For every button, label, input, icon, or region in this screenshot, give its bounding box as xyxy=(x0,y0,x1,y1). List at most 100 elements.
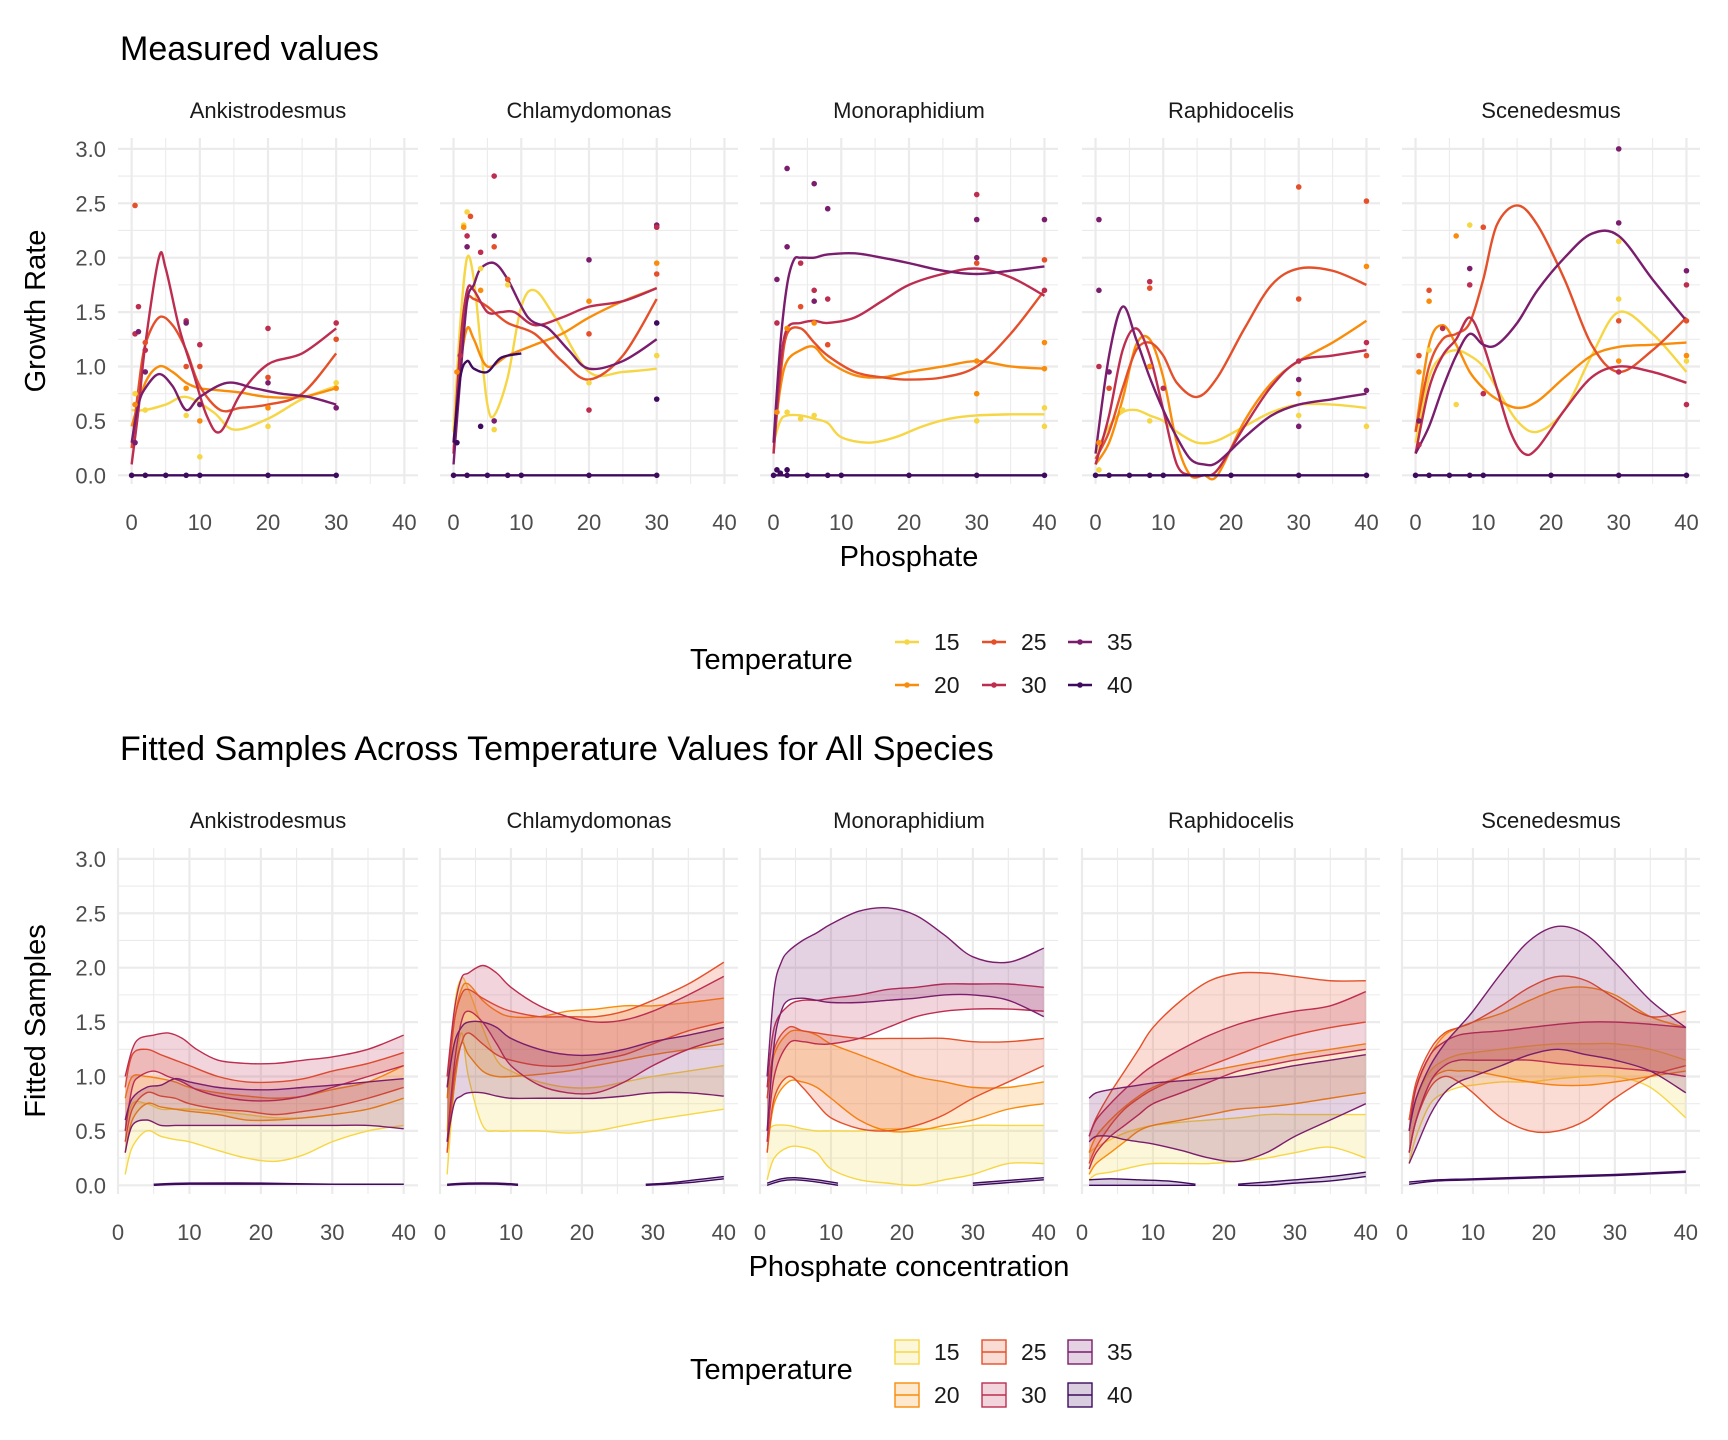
data-point-40 xyxy=(1126,472,1133,479)
y-tick-label: 0.5 xyxy=(75,1119,106,1144)
facet-label: Raphidocelis xyxy=(1168,98,1294,123)
band-lower-line-40 xyxy=(153,1183,404,1186)
legend-key-25: 25 xyxy=(982,629,1047,655)
data-point-25 xyxy=(1295,184,1302,190)
band-area-25 xyxy=(1409,976,1686,1153)
data-point-30 xyxy=(1096,363,1102,370)
x-tick-label: 40 xyxy=(712,1220,736,1245)
data-point-30 xyxy=(491,173,497,179)
data-point-40 xyxy=(142,472,149,479)
band-area-30 xyxy=(447,965,724,1142)
x-tick-label: 20 xyxy=(570,1220,594,1245)
data-point-15 xyxy=(653,352,660,359)
data-point-30 xyxy=(824,296,831,302)
y-axis-title: Fitted Samples xyxy=(20,924,52,1117)
data-point-20 xyxy=(454,369,460,375)
x-tick-label: 20 xyxy=(1212,1220,1236,1245)
data-point-35 xyxy=(1096,216,1102,223)
x-tick-label: 30 xyxy=(320,1220,344,1245)
legend-key-40: 40 xyxy=(1067,1382,1133,1408)
x-tick-label: 30 xyxy=(964,510,988,535)
band-upper-line-40 xyxy=(1409,1170,1686,1183)
data-point-35 xyxy=(811,180,817,187)
data-point-20 xyxy=(1295,390,1302,397)
data-point-35 xyxy=(1295,423,1302,430)
band-area-20 xyxy=(1409,986,1686,1153)
legend-key-30: 30 xyxy=(981,1382,1047,1408)
data-point-35 xyxy=(1106,369,1112,375)
legend-label: 20 xyxy=(934,1382,960,1408)
x-tick-label: 40 xyxy=(392,510,416,535)
data-point-40 xyxy=(197,472,203,479)
data-point-30 xyxy=(1363,339,1370,346)
data-point-15 xyxy=(973,418,980,424)
data-point-40 xyxy=(464,472,470,479)
facet-panel: Scenedesmus 0 10 20 30 40 xyxy=(1402,98,1700,535)
band-upper-line-35 xyxy=(1088,1054,1366,1099)
fit-curve-35 xyxy=(772,251,1045,443)
data-point-20 xyxy=(1426,298,1432,305)
data-point-30 xyxy=(1615,369,1622,375)
data-point-40 xyxy=(504,472,511,479)
x-tick-label: 0 xyxy=(126,510,138,535)
band-area-25 xyxy=(125,1049,404,1142)
data-point-25 xyxy=(797,303,804,310)
x-tick-label: 0 xyxy=(447,510,459,535)
data-point-40 xyxy=(973,472,980,479)
band-lower-line-30 xyxy=(124,1064,404,1132)
band-area-15 xyxy=(125,1098,404,1175)
data-point-30 xyxy=(1295,358,1302,364)
data-point-25 xyxy=(1683,317,1690,324)
x-tick-label: 20 xyxy=(1539,510,1563,535)
data-point-30 xyxy=(811,287,817,294)
band-area-20 xyxy=(125,1065,404,1153)
x-tick-label: 40 xyxy=(1354,510,1378,535)
data-point-15 xyxy=(586,380,592,386)
x-tick-label: 10 xyxy=(1461,1220,1485,1245)
x-tick-label: 10 xyxy=(1471,510,1495,535)
data-point-20 xyxy=(1363,263,1370,270)
data-point-40 xyxy=(518,472,525,479)
facet-panel: Monoraphidium 0 10 20 30 40 xyxy=(760,98,1058,535)
y-axis-title: Growth Rate xyxy=(20,230,52,393)
legend-point-swatch xyxy=(991,639,997,645)
data-point-25 xyxy=(586,331,592,337)
data-point-15 xyxy=(797,415,804,422)
band-upper-line-35 xyxy=(766,906,1045,1077)
band-upper-line-40 xyxy=(972,1176,1044,1184)
y-tick-label: 2.0 xyxy=(75,956,106,981)
fit-curve-30 xyxy=(1414,316,1687,457)
legend-point-swatch xyxy=(904,682,910,688)
y-tick-label: 0.0 xyxy=(75,463,106,488)
data-point-15 xyxy=(1615,296,1622,302)
legend-point-swatch xyxy=(1077,682,1083,688)
x-tick-label: 10 xyxy=(188,510,212,535)
data-point-40 xyxy=(1548,472,1554,479)
band-upper-line-40 xyxy=(645,1175,724,1185)
facet-label: Scenedesmus xyxy=(1481,98,1620,123)
data-point-20 xyxy=(132,401,138,408)
data-point-35 xyxy=(586,257,592,263)
x-tick-label: 30 xyxy=(641,1220,665,1245)
data-point-15 xyxy=(183,412,189,419)
legend-key-20: 20 xyxy=(895,672,960,698)
band-lower-line-20 xyxy=(124,1097,404,1153)
data-point-15 xyxy=(1453,401,1459,408)
band-upper-line-25 xyxy=(446,961,725,1088)
x-tick-label: 30 xyxy=(1286,510,1310,535)
legend-point-swatch xyxy=(904,639,910,645)
data-point-40 xyxy=(484,472,491,479)
measured-values-chart: Measured values Ankistrodesmus 0 10 20 30 40 0.… xyxy=(20,30,1700,698)
data-point-35 xyxy=(491,233,497,239)
data-point-30 xyxy=(653,224,660,231)
data-point-35 xyxy=(1096,287,1102,294)
data-point-40 xyxy=(1160,472,1167,479)
data-point-25 xyxy=(653,271,660,277)
band-upper-line-20 xyxy=(766,1029,1044,1099)
data-point-20 xyxy=(973,390,980,397)
band-upper-line-35 xyxy=(446,1020,724,1088)
x-tick-label: 30 xyxy=(324,510,348,535)
x-tick-label: 20 xyxy=(897,510,921,535)
data-point-25 xyxy=(491,244,497,250)
data-point-40 xyxy=(777,470,784,476)
